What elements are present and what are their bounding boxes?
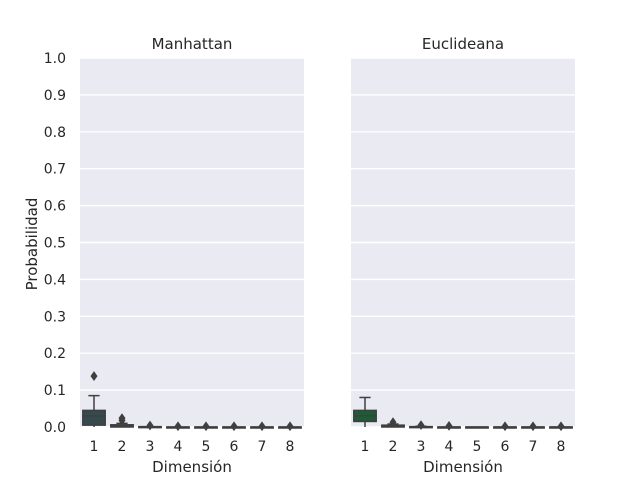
box-4 [437, 420, 461, 431]
panel-1-y-tick-labels: 0.0 0.1 0.2 0.3 0.4 0.5 0.6 0.7 0.8 0.9 1.0 [44, 51, 66, 436]
y-tick-label: 0.8 [44, 125, 66, 141]
outlier-point [90, 371, 98, 381]
outlier-point [174, 421, 182, 432]
box-1 [82, 371, 106, 427]
x-tick-label: 6 [230, 439, 239, 455]
box-5 [465, 426, 489, 429]
box-7 [250, 421, 274, 432]
outlier-point [258, 421, 266, 432]
x-tick-label: 5 [202, 439, 211, 455]
box-7 [521, 421, 545, 432]
y-tick-label: 0.2 [44, 346, 66, 362]
y-tick-label: 0.4 [44, 272, 66, 288]
outlier-point [286, 421, 294, 432]
x-tick-label: 7 [258, 439, 267, 455]
outlier-point [118, 413, 126, 424]
box-3 [409, 420, 433, 431]
x-tick-label: 4 [174, 439, 183, 455]
panel-1-title: Manhattan [152, 35, 233, 53]
panel-2-boxes [353, 396, 573, 432]
box-6 [493, 421, 517, 432]
y-tick-label: 0.9 [44, 88, 66, 104]
box-iqr [82, 409, 106, 426]
x-tick-label: 5 [473, 439, 482, 455]
x-tick-label: 6 [501, 439, 510, 455]
outlier-point [501, 421, 509, 432]
box-8 [278, 421, 302, 432]
x-tick-label: 8 [286, 439, 295, 455]
box-2 [110, 413, 134, 428]
panel-2-x-axis-label: Dimensión [423, 458, 503, 476]
panel-2-title: Euclideana [422, 35, 504, 53]
box-3 [138, 420, 162, 431]
outlier-point [557, 421, 565, 432]
x-tick-label: 7 [529, 439, 538, 455]
x-tick-label: 3 [417, 439, 426, 455]
outlier-point [529, 421, 537, 432]
x-tick-label: 2 [118, 439, 127, 455]
y-axis-label: Probabilidad [23, 198, 41, 291]
y-tick-label: 0.3 [44, 309, 66, 325]
panel-2-gridlines [351, 57, 575, 428]
x-tick-label: 4 [445, 439, 454, 455]
y-tick-label: 1.0 [44, 51, 66, 67]
y-tick-label: 0.5 [44, 236, 66, 252]
panel-1-x-axis-label: Dimensión [152, 458, 232, 476]
outlier-point [202, 421, 210, 432]
outlier-point [417, 420, 425, 431]
panel-1-gridlines [80, 57, 304, 428]
y-tick-label: 0.7 [44, 162, 66, 178]
panel-2-x-tick-labels: 1 2 3 4 5 6 7 8 [361, 439, 566, 455]
outlier-point [230, 421, 238, 432]
x-tick-label: 8 [557, 439, 566, 455]
box-4 [166, 421, 190, 432]
panel-1-x-tick-labels: 1 2 3 4 5 6 7 8 [90, 439, 295, 455]
y-tick-label: 0.0 [44, 420, 66, 436]
y-tick-label: 0.1 [44, 383, 66, 399]
x-tick-label: 3 [146, 439, 155, 455]
outlier-point [445, 420, 453, 431]
box-8 [549, 421, 573, 432]
box-6 [222, 421, 246, 432]
box-1 [353, 396, 377, 427]
box-2 [381, 417, 405, 428]
x-tick-label: 1 [90, 439, 99, 455]
panel-1-boxes [82, 371, 302, 432]
box-5 [194, 421, 218, 432]
outlier-point [146, 420, 154, 431]
y-tick-label: 0.6 [44, 199, 66, 215]
x-tick-label: 1 [361, 439, 370, 455]
outlier-point [389, 417, 397, 428]
x-tick-label: 2 [389, 439, 398, 455]
